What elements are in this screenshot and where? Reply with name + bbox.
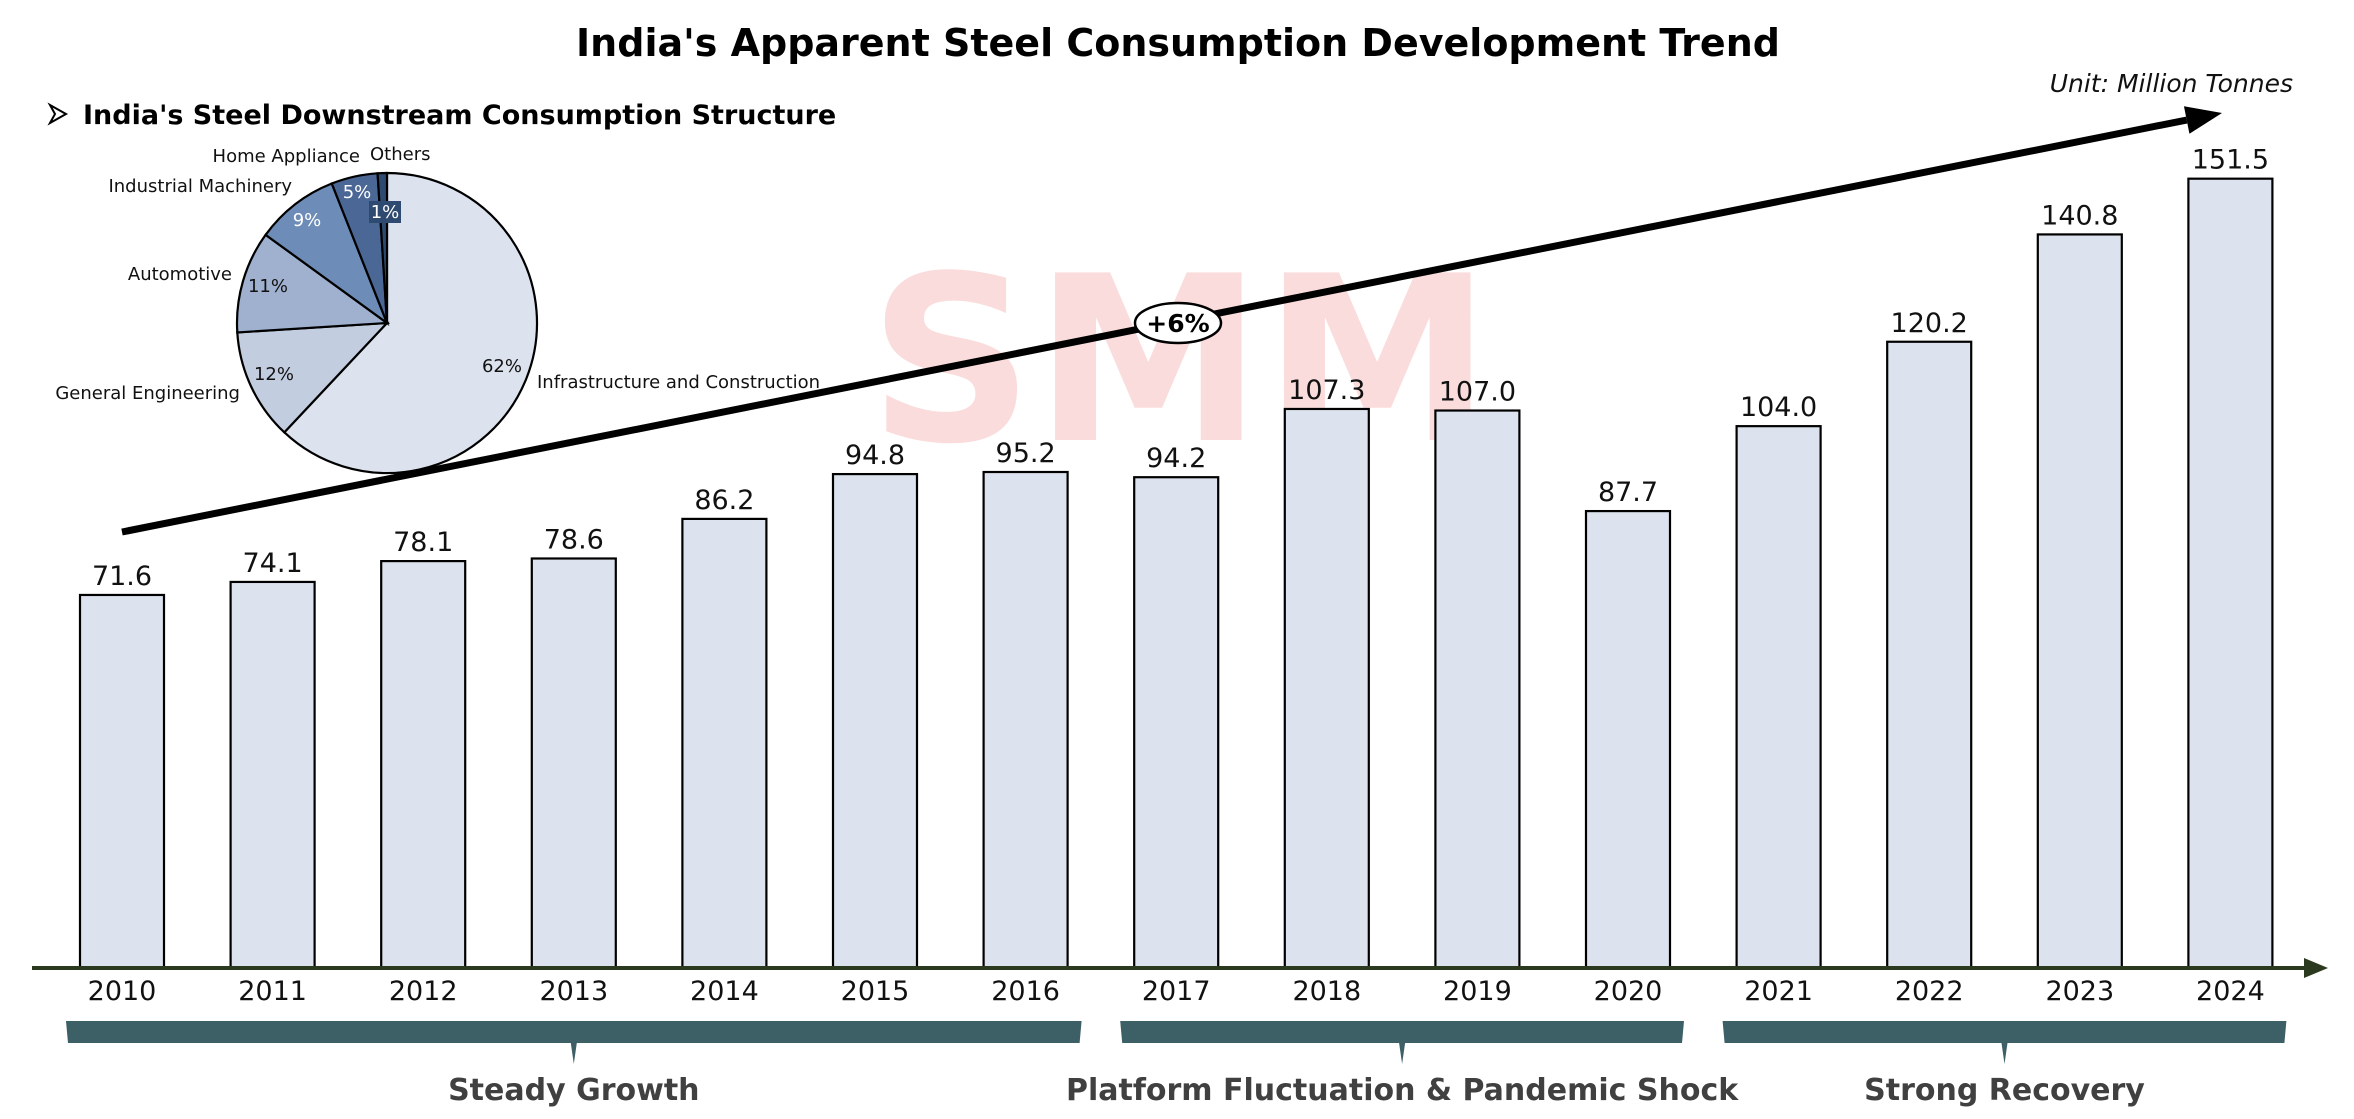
bar-2021 <box>1735 425 1822 970</box>
bar-2013 <box>530 557 617 970</box>
x-tick-label: 2013 <box>539 976 608 1007</box>
pie-pct-label: 11% <box>248 276 288 297</box>
bar-value-label: 78.6 <box>544 524 604 555</box>
pie-slice <box>282 171 539 475</box>
x-tick-label: 2022 <box>1895 976 1964 1007</box>
bar-2014 <box>681 517 768 970</box>
pie-pct-label: 1% <box>371 202 400 223</box>
pie-chart: 62% Infrastructure and Construction 12% Gen… <box>55 144 820 475</box>
pie-pct-label: 9% <box>293 210 322 231</box>
bar-2016 <box>982 470 1069 970</box>
phase-1: Steady Growth <box>66 1021 1082 1108</box>
phase-label: Strong Recovery <box>1864 1073 2145 1108</box>
pie-category-label: Home Appliance <box>213 146 360 167</box>
bar-value-label: 87.7 <box>1598 477 1658 508</box>
pie-heading: India's Steel Downstream Consumption Str… <box>47 100 836 131</box>
bar-value-label: 74.1 <box>243 548 303 579</box>
bar-value-label: 94.2 <box>1146 443 1206 474</box>
growth-badge <box>1133 301 1223 345</box>
x-axis <box>32 958 2328 978</box>
bar-value-labels: 71.6 74.1 78.1 78.6 86.2 94.8 95.2 94.2 107.3 107… <box>92 145 2269 592</box>
bar-2017 <box>1133 476 1220 970</box>
x-tick-label: 2018 <box>1292 976 1361 1007</box>
phase-3: Strong Recovery <box>1722 1021 2287 1108</box>
bar-value-label: 95.2 <box>996 438 1056 469</box>
arrowhead-bullet-icon <box>47 102 69 126</box>
bar-series <box>78 177 2274 970</box>
pie-category-label: General Engineering <box>55 383 240 404</box>
x-axis-tick-labels: 2010 2011 2012 2013 2014 2015 2016 2017 2018 2019… <box>88 976 2265 1007</box>
bar-value-label: 104.0 <box>1740 392 1817 423</box>
unit-label: Unit: Million Tonnes <box>2050 69 2293 98</box>
phase-bracket <box>1722 1021 2287 1064</box>
x-tick-label: 2021 <box>1744 976 1813 1007</box>
bar-2015 <box>831 472 919 970</box>
pie-pct-label: 12% <box>254 364 294 385</box>
bar-value-label: 78.1 <box>393 527 453 558</box>
x-axis-arrow-icon <box>2304 958 2328 978</box>
pie-slice <box>235 233 391 334</box>
x-tick-label: 2014 <box>690 976 759 1007</box>
chart-title: India's Apparent Steel Consumption Devel… <box>576 21 1780 65</box>
phase-bracket <box>66 1021 1082 1064</box>
pie-heading-text: India's Steel Downstream Consumption Str… <box>83 100 836 131</box>
x-tick-label: 2023 <box>2045 976 2114 1007</box>
phase-brackets: Steady Growth Platform Fluctuation & Pand… <box>66 1021 2287 1108</box>
bar-2024 <box>2187 177 2274 970</box>
x-tick-label: 2012 <box>389 976 458 1007</box>
x-tick-label: 2019 <box>1443 976 1512 1007</box>
bar-2020 <box>1584 509 1672 970</box>
x-tick-label: 2016 <box>991 976 1060 1007</box>
pie-category-label: Infrastructure and Construction <box>537 372 820 393</box>
x-tick-label: 2015 <box>841 976 910 1007</box>
bar-value-label: 86.2 <box>694 485 754 516</box>
x-tick-label: 2024 <box>2196 976 2265 1007</box>
bar-value-label: 94.8 <box>845 440 905 471</box>
bar-value-label: 140.8 <box>2041 200 2118 231</box>
pie-slice <box>264 182 390 327</box>
pie-pct-label-bg <box>369 201 401 223</box>
bar-2011 <box>229 580 316 970</box>
x-tick-label: 2010 <box>88 976 157 1007</box>
pie-category-label: Industrial Machinery <box>108 176 292 197</box>
pie-pct-label: 62% <box>482 356 522 377</box>
trend-arrowhead-icon <box>2183 106 2222 134</box>
trend-arrow: +6% <box>121 106 2222 536</box>
pie-pct-label: 5% <box>343 182 372 203</box>
bar-2010 <box>78 593 166 970</box>
x-tick-label: 2017 <box>1142 976 1211 1007</box>
pie-category-label: Others <box>370 144 431 165</box>
phase-2: Platform Fluctuation & Pandemic Shock <box>1066 1021 1739 1108</box>
bar-2012 <box>380 559 467 970</box>
phase-label: Steady Growth <box>448 1073 699 1108</box>
pie-slice <box>236 321 390 434</box>
pie-category-label: Automotive <box>128 264 232 285</box>
x-tick-label: 2011 <box>238 976 307 1007</box>
x-tick-label: 2020 <box>1594 976 1663 1007</box>
growth-badge-label: +6% <box>1146 309 1209 338</box>
bar-value-label: 151.5 <box>2192 145 2269 176</box>
bar-2023 <box>2036 233 2123 970</box>
bar-value-label: 107.0 <box>1439 377 1516 408</box>
bar-2019 <box>1434 409 1521 970</box>
bar-value-label: 71.6 <box>92 561 152 592</box>
bar-value-label: 120.2 <box>1891 308 1968 339</box>
phase-bracket <box>1120 1021 1684 1064</box>
bar-2022 <box>1886 340 1973 970</box>
phase-label: Platform Fluctuation & Pandemic Shock <box>1066 1073 1739 1108</box>
bar-2018 <box>1283 407 1370 970</box>
bar-value-label: 107.3 <box>1288 375 1365 406</box>
